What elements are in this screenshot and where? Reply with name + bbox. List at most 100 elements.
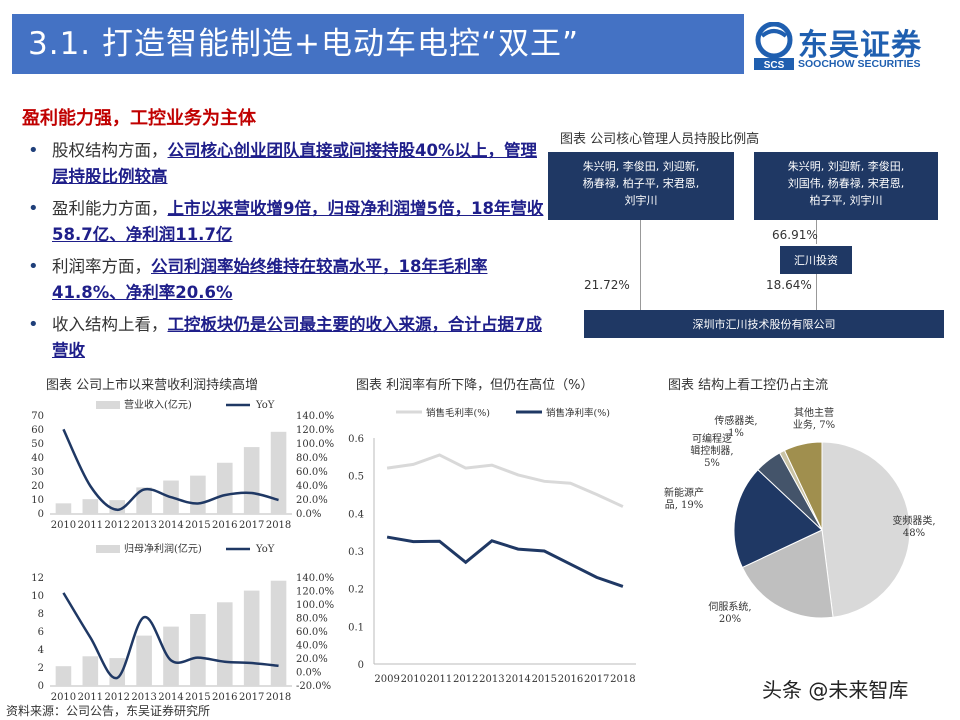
x-tick: 2016 [212, 520, 237, 531]
y-tick-left: 30 [31, 467, 44, 478]
bar [216, 602, 233, 686]
pie-pct-label: 48% [903, 528, 925, 539]
y-tick-left: 12 [31, 573, 44, 584]
y-tick: 0 [358, 660, 364, 671]
y-tick-right: 120.0% [296, 587, 334, 598]
y-tick-left: 70 [31, 411, 44, 422]
org-chart: 朱兴明, 李俊田, 刘迎新, 杨春禄, 柏子平, 宋君恩, 刘宇川 朱兴明, 刘… [548, 148, 948, 348]
pie-slice [733, 469, 823, 569]
x-tick: 2018 [266, 520, 291, 531]
org-box-founders: 朱兴明, 李俊田, 刘迎新, 杨春禄, 柏子平, 宋君恩, 刘宇川 [548, 152, 734, 220]
series-line-gross-margin [386, 453, 624, 508]
bar [82, 656, 99, 686]
x-tick: 2012 [104, 692, 129, 700]
pie-label: 业务, 7% [793, 418, 835, 431]
y-tick-left: 50 [31, 439, 44, 450]
pie-slice [783, 441, 823, 531]
logo-mark-icon: SCS [754, 22, 794, 70]
y-tick: 0.4 [348, 509, 364, 520]
y-tick-right: 100.0% [296, 439, 334, 450]
y-tick-right: 120.0% [296, 425, 334, 436]
bar [55, 666, 72, 686]
x-tick: 2018 [266, 692, 291, 700]
margin-chart-title: 图表 利润率有所下降，但仍在高位（%） [356, 378, 594, 393]
org-connector [640, 220, 641, 310]
y-tick-right: 40.0% [296, 641, 328, 652]
pie-pct-label: 1% [728, 428, 744, 439]
brand-logo: SCS 东吴证券 SOOCHOW SECURITIES [754, 18, 954, 78]
x-tick: 2018 [610, 674, 635, 685]
x-tick: 2017 [239, 520, 264, 531]
x-tick: 2014 [505, 674, 530, 685]
y-tick-right: 0.0% [296, 668, 321, 679]
y-tick-right: 140.0% [296, 573, 334, 584]
revenue-chart: 营业收入(亿元) YoY 0 10 20 30 40 50 60 70 0.0% 20.0% 40.0%… [31, 398, 334, 531]
slide-title: 3.1. 打造智能制造+电动车电控“双王” [12, 14, 744, 74]
bullet-lead: 收入结构上看， [52, 315, 168, 334]
legend-label-bar: 营业收入(亿元) [124, 398, 192, 411]
y-tick-left: 4 [38, 645, 44, 656]
x-tick: 2011 [78, 692, 103, 700]
y-tick-left: 8 [38, 609, 44, 620]
bullet-emphasis: 上市以来营收增9倍，归母净利润增5倍，18年营收58.7亿、净利润11.7亿 [52, 199, 544, 244]
pie-label: 辑控制器, [690, 444, 733, 457]
series-line-yoy [62, 428, 279, 512]
y-tick-left: 20 [31, 481, 44, 492]
bullet-dot-icon: • [28, 314, 39, 335]
pie-label: 伺服系统, [708, 600, 751, 613]
x-tick: 2016 [212, 692, 237, 700]
org-connector [816, 274, 817, 310]
logo-text-en: SOOCHOW SECURITIES [798, 58, 921, 70]
org-box-investment: 汇川投资 [780, 246, 852, 274]
bar [270, 431, 287, 514]
bullet-item: • 收入结构上看，工控板块仍是公司最主要的收入来源，合计占据7成营收 [24, 312, 544, 364]
x-tick: 2010 [401, 674, 426, 685]
y-tick-right: -20.0% [296, 681, 331, 692]
bar [163, 626, 179, 686]
bar [243, 447, 260, 514]
y-tick: 0.1 [348, 622, 364, 633]
y-tick-right: 80.0% [296, 614, 328, 625]
bullet-lead: 盈利能力方面， [52, 199, 168, 218]
x-tick: 2014 [158, 692, 183, 700]
pie-label: 新能源产 [664, 486, 704, 499]
bullet-emphasis: 工控板块仍是公司最主要的收入来源，合计占据7成营收 [52, 315, 542, 360]
y-tick-right: 40.0% [296, 481, 328, 492]
watermark: 头条 @未来智库 [762, 678, 909, 702]
bar [136, 487, 152, 514]
y-tick-left: 0 [38, 509, 44, 520]
y-tick-left: 40 [31, 453, 44, 464]
bar [109, 658, 126, 686]
pie-pct-label: 20% [719, 614, 741, 625]
bullet-dot-icon: • [28, 140, 39, 161]
org-connector [816, 220, 817, 244]
y-tick: 0.2 [348, 585, 364, 596]
bullet-list: • 股权结构方面，公司核心创业团队直接或间接持股40%以上，管理层持股比例较高 … [24, 138, 544, 370]
y-tick-right: 20.0% [296, 495, 328, 506]
bullet-lead: 股权结构方面， [52, 141, 168, 160]
x-tick: 2017 [239, 692, 264, 700]
bullet-emphasis: 公司核心创业团队直接或间接持股40%以上，管理层持股比例较高 [52, 141, 537, 186]
org-pct-founders: 21.72% [584, 278, 630, 292]
bullet-item: • 股权结构方面，公司核心创业团队直接或间接持股40%以上，管理层持股比例较高 [24, 138, 544, 190]
bullet-emphasis: 公司利润率始终维持在较高水平，18年毛利率41.8%、净利率20.6% [52, 257, 488, 302]
source-note: 资料来源：公司公告，东吴证券研究所 [6, 704, 211, 718]
x-tick: 2013 [131, 692, 156, 700]
pie-label: 品, 19% [665, 499, 704, 511]
x-tick: 2011 [78, 520, 103, 531]
pie-label: 变频器类, [892, 514, 935, 527]
bullet-item: • 利润率方面，公司利润率始终维持在较高水平，18年毛利率41.8%、净利率20… [24, 254, 544, 306]
pie-slice [821, 441, 911, 618]
bar [190, 475, 206, 514]
x-tick: 2011 [427, 674, 452, 685]
bullet-dot-icon: • [28, 198, 39, 219]
x-tick: 2012 [104, 520, 129, 531]
bullet-dot-icon: • [28, 256, 39, 277]
y-tick-left: 60 [31, 425, 44, 436]
series-line-net-margin [386, 535, 624, 588]
legend-label-gross: 销售毛利率(%) [426, 407, 490, 419]
bar [190, 614, 206, 686]
org-box-managers: 朱兴明, 刘迎新, 李俊田, 刘国伟, 杨春禄, 宋君恩, 柏子平, 刘宇川 [754, 152, 938, 220]
